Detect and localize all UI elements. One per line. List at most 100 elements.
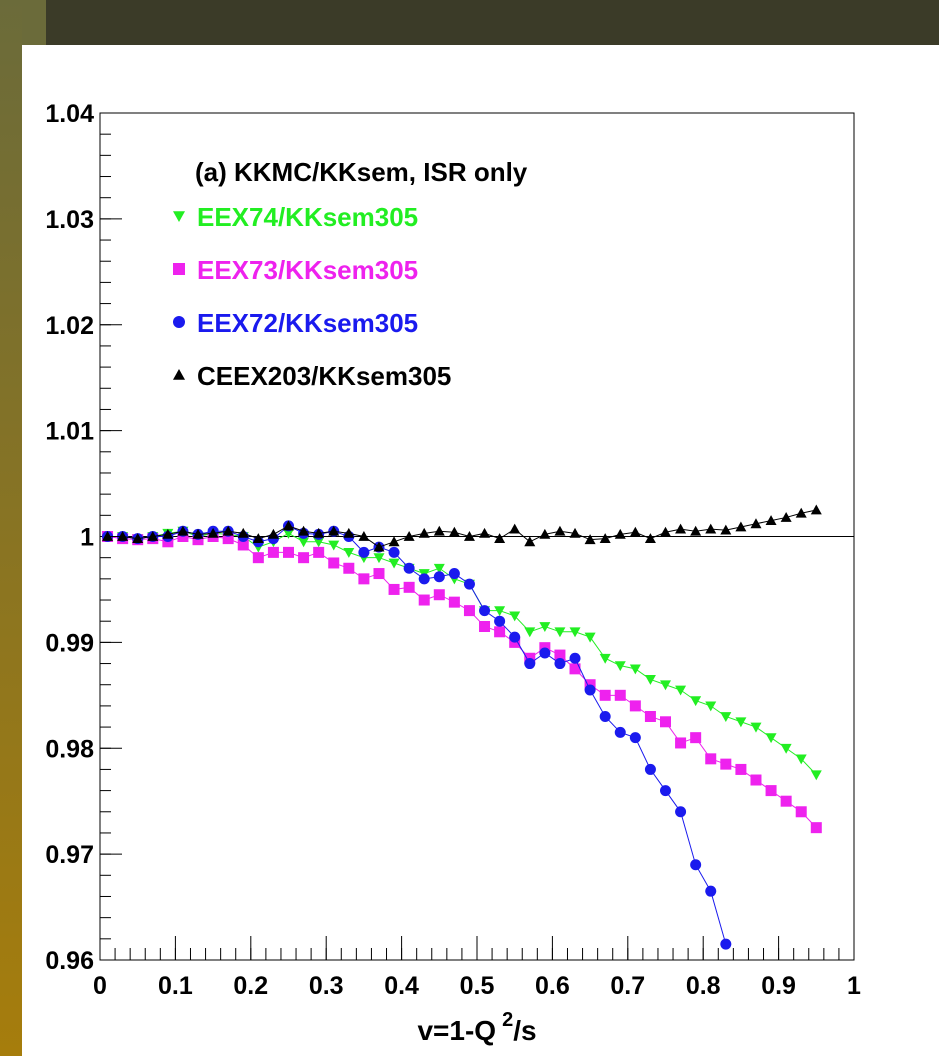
x-axis-title-rest: /s: [513, 1015, 536, 1046]
marker: [705, 753, 717, 765]
marker: [539, 622, 551, 632]
x-axis-title: v=1-Q 2/s: [417, 1009, 536, 1046]
marker: [735, 717, 747, 728]
marker: [147, 531, 159, 541]
marker: [810, 770, 822, 781]
y-tick-label: 1: [80, 524, 94, 552]
marker: [614, 726, 626, 738]
marker: [690, 696, 702, 707]
marker: [509, 611, 521, 622]
marker: [614, 661, 626, 672]
marker: [584, 534, 596, 545]
marker: [388, 558, 400, 569]
marker: [735, 521, 747, 532]
marker: [539, 647, 551, 659]
marker: [343, 547, 355, 558]
marker: [524, 536, 536, 547]
marker: [283, 520, 294, 531]
marker: [313, 546, 325, 558]
marker: [614, 528, 626, 539]
marker: [509, 631, 521, 643]
marker: [494, 615, 506, 627]
y-tick-label: 1.01: [45, 418, 94, 446]
marker: [267, 528, 279, 539]
marker: [735, 763, 747, 775]
marker: [433, 563, 445, 574]
marker: [373, 541, 385, 552]
marker: [554, 627, 566, 638]
marker: [358, 573, 370, 585]
marker: [463, 578, 475, 590]
marker: [403, 562, 415, 574]
x-tick-label: 0: [93, 972, 107, 1000]
marker: [524, 627, 536, 638]
marker: [494, 626, 506, 638]
marker: [418, 527, 430, 538]
y-tick-label: 0.96: [45, 947, 94, 975]
x-tick-label: 1: [847, 972, 861, 1000]
marker: [795, 754, 807, 765]
marker: [629, 526, 641, 537]
y-tick-label: 0.98: [45, 735, 94, 763]
marker: [599, 653, 611, 664]
x-axis-title-sup: 2: [502, 1009, 513, 1031]
marker: [644, 763, 656, 775]
marker: [433, 525, 445, 536]
marker: [479, 620, 491, 632]
marker: [795, 507, 807, 518]
marker: [705, 885, 717, 897]
marker: [192, 528, 204, 539]
marker: [599, 533, 611, 544]
marker: [252, 552, 264, 564]
legend-marker: [173, 316, 185, 328]
marker: [373, 553, 385, 564]
marker: [207, 527, 219, 538]
marker: [810, 822, 822, 834]
marker: [554, 649, 566, 661]
marker: [222, 525, 234, 536]
marker: [584, 684, 596, 696]
marker: [494, 533, 506, 544]
top-band: [0, 0, 939, 45]
marker: [554, 525, 566, 536]
marker: [720, 758, 732, 770]
marker: [675, 737, 687, 749]
marker: [298, 552, 310, 564]
marker: [283, 528, 294, 539]
marker: [675, 806, 687, 818]
marker: [313, 527, 325, 538]
legend-marker: [173, 369, 185, 380]
legend-title: (a) KKMC/KKsem, ISR only: [195, 157, 528, 187]
marker: [629, 732, 641, 744]
marker: [720, 712, 732, 722]
marker: [720, 524, 732, 535]
marker: [554, 658, 566, 670]
marker: [162, 528, 174, 539]
legend-label: EEX74/KKsem305: [197, 202, 418, 232]
marker: [433, 589, 445, 601]
x-tick-label: 0.4: [384, 972, 419, 1000]
marker: [660, 785, 671, 797]
marker: [222, 533, 234, 545]
marker: [569, 627, 581, 638]
marker: [313, 537, 325, 548]
marker: [644, 675, 656, 685]
x-tick-label: 0.6: [535, 972, 570, 1000]
marker: [252, 533, 264, 544]
marker: [328, 557, 340, 569]
marker: [720, 938, 732, 950]
marker: [358, 531, 370, 541]
marker: [524, 658, 536, 670]
marker: [569, 527, 581, 538]
marker: [644, 710, 656, 722]
legend-label: CEEX203/KKsem305: [197, 361, 451, 391]
x-axis-title-base: v=1-Q: [417, 1015, 496, 1046]
marker: [765, 515, 777, 526]
marker: [509, 523, 521, 534]
marker: [675, 685, 687, 696]
marker: [418, 573, 430, 585]
y-tick-label: 0.97: [45, 841, 94, 869]
marker: [373, 568, 385, 580]
marker: [298, 525, 310, 536]
marker: [690, 525, 702, 536]
